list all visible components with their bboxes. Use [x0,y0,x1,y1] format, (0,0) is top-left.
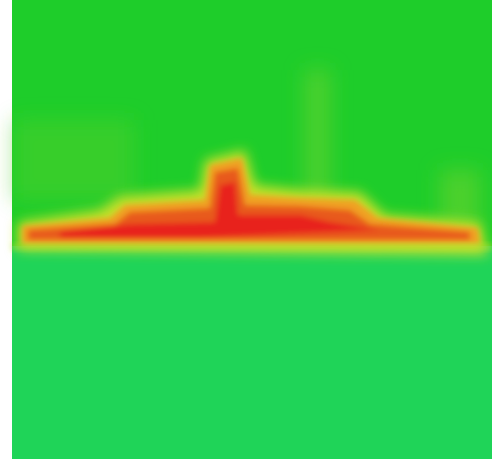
waterline [12,244,492,250]
thermal-image [0,0,492,459]
page [0,0,492,459]
sea [12,246,492,459]
